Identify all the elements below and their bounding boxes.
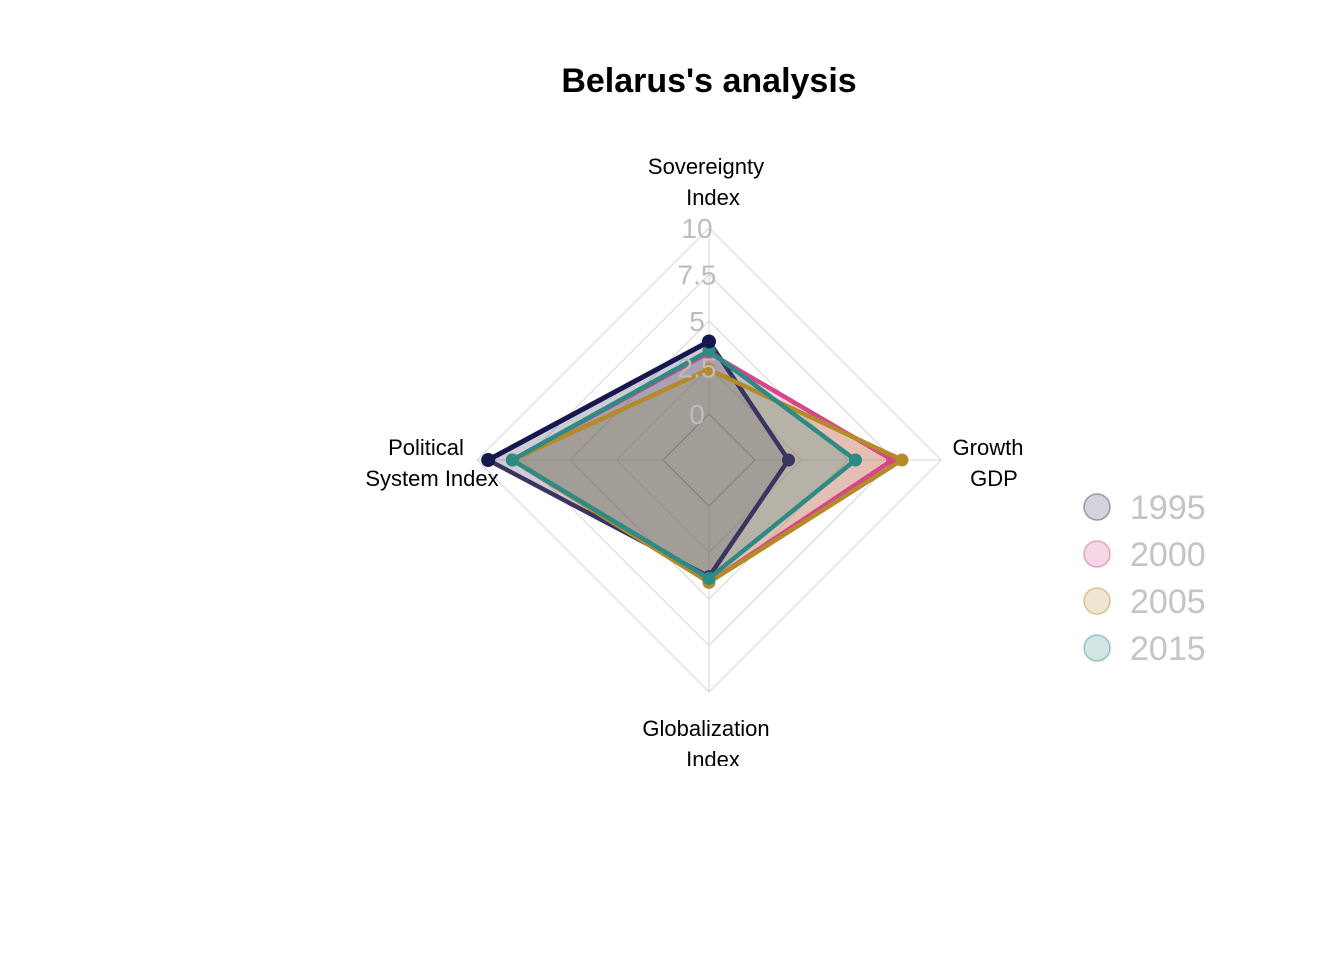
series-line-highlight xyxy=(485,338,712,463)
tick-label: 7.5 xyxy=(678,260,717,291)
series-area xyxy=(512,350,856,579)
axis-labels: Sovereignty Index Growth GDP Globalization In… xyxy=(365,154,1023,806)
axis-label: Political System Index xyxy=(365,435,498,491)
legend-swatch xyxy=(1083,634,1111,662)
series-area xyxy=(488,341,789,577)
tick-labels: 0 2.5 5 7.5 10 xyxy=(678,213,717,430)
legend-swatch xyxy=(1083,540,1111,568)
legend-label: 2015 xyxy=(1130,630,1206,668)
data-point xyxy=(702,334,716,349)
data-point xyxy=(702,572,716,586)
tick-label: 10 xyxy=(681,213,712,244)
clip-mask xyxy=(560,766,860,806)
data-point xyxy=(702,362,716,376)
data-point xyxy=(895,453,909,467)
data-point xyxy=(781,453,795,467)
legend-label: 2005 xyxy=(1130,583,1206,621)
legend-swatch xyxy=(1083,493,1111,521)
legend: 1995 2000 2005 2015 xyxy=(1083,489,1206,668)
tick-label: 5 xyxy=(689,306,705,337)
data-point xyxy=(848,453,862,467)
legend-label: 2000 xyxy=(1130,536,1206,574)
tick-label: 0 xyxy=(689,399,705,430)
series-line-layer xyxy=(481,334,909,589)
chart-title: Belarus's analysis xyxy=(561,62,856,100)
data-point xyxy=(481,453,496,467)
axis-label: Growth GDP xyxy=(953,435,1024,491)
tick-label: 2.5 xyxy=(678,353,717,384)
axis-label: Sovereignty Index xyxy=(648,154,764,210)
data-point xyxy=(505,453,519,467)
legend-label: 1995 xyxy=(1130,489,1206,527)
legend-swatch xyxy=(1083,587,1111,615)
axis-label: Globalization Index xyxy=(642,716,769,772)
